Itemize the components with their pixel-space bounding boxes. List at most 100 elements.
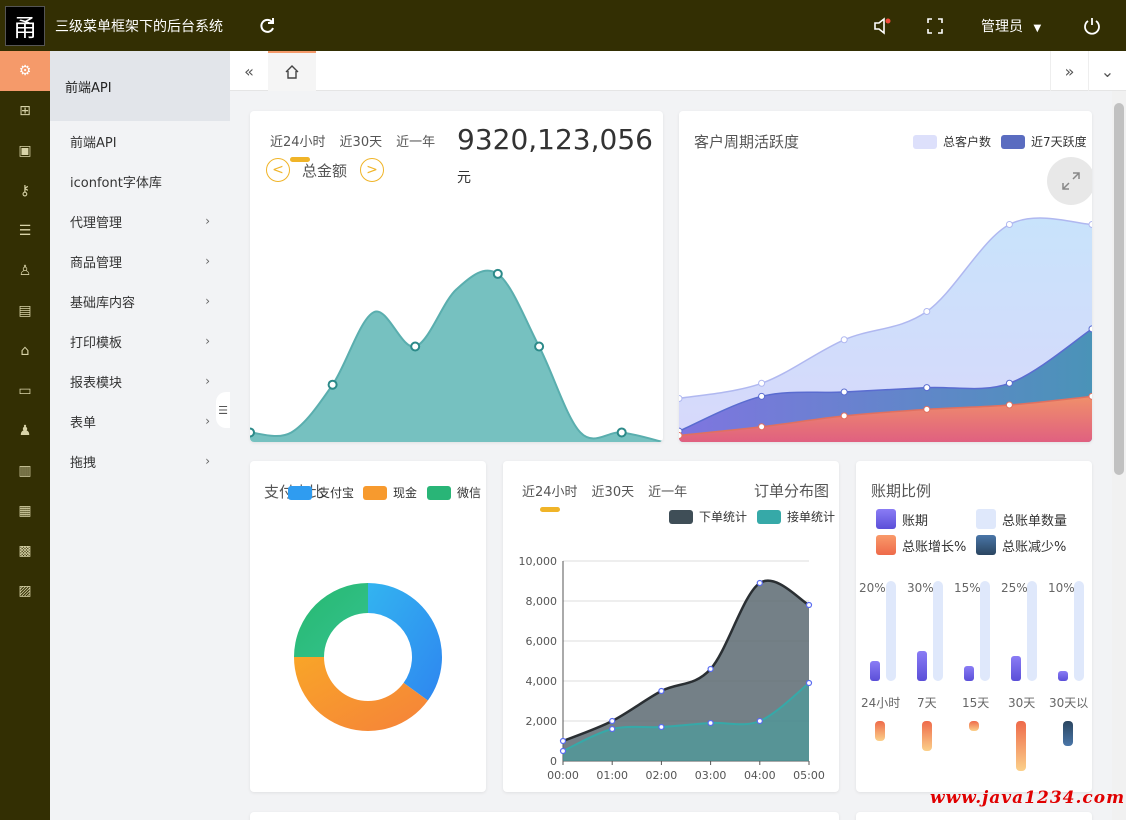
period-label: 24小时 — [861, 696, 901, 710]
menu-item-label: 打印模板 — [70, 335, 123, 351]
percent-label: 15% — [954, 581, 981, 595]
menu-item[interactable]: 前端API — [50, 121, 230, 161]
total-amount-value: 9320,123,056 元 — [457, 123, 663, 189]
order-distribution-card: 近24小时 近30天 近一年 订单分布图 下单统计 接单统计 0 2,000 4,0… — [503, 461, 839, 792]
y-tick-label: 10,000 — [519, 555, 558, 568]
people-icon[interactable]: ♟ — [18, 423, 32, 439]
donut-slice — [368, 583, 442, 701]
speaker-icon[interactable] — [870, 14, 894, 38]
legend-alipay[interactable]: 支付宝 — [288, 484, 354, 501]
customer-activity-card: 客户周期活跃度 总客户数 近7天跃度 — [679, 111, 1092, 442]
bottom-card-left — [250, 812, 839, 820]
bank-icon[interactable]: ⌂ — [20, 343, 30, 359]
activity-line — [679, 395, 1092, 437]
chevron-right-icon: › — [205, 374, 210, 388]
activity-point — [679, 431, 683, 439]
amount-point — [534, 341, 545, 352]
document-icon[interactable]: ▤ — [18, 303, 32, 319]
tab-30d[interactable]: 近30天 — [591, 485, 635, 500]
tabs-scroll-right-icon[interactable]: » — [1050, 51, 1088, 91]
chevron-right-icon: › — [205, 294, 210, 308]
menu-item[interactable]: iconfont字体库 — [50, 161, 230, 201]
period-label: 30天 — [1008, 696, 1036, 710]
legend-swatch — [976, 509, 996, 529]
y-tick-label: 2,000 — [526, 715, 558, 728]
legend-cash[interactable]: 现金 — [363, 484, 417, 501]
legend-7day-activity[interactable]: 近7天跃度 — [1001, 133, 1087, 150]
menu-item[interactable]: 拖拽 › — [50, 441, 230, 481]
report-icon[interactable]: ▨ — [18, 583, 32, 599]
expand-icon[interactable] — [1047, 157, 1092, 205]
menu-item[interactable]: 打印模板 › — [50, 321, 230, 361]
period-label: 30天以 — [1049, 696, 1089, 710]
activity-point — [923, 308, 931, 315]
scrollbar-thumb[interactable] — [1114, 103, 1124, 475]
key-icon[interactable]: ⚷ — [19, 183, 31, 199]
y-tick-label: 4,000 — [526, 675, 558, 688]
menu-item[interactable]: 商品管理 › — [50, 241, 230, 281]
legend-decrease[interactable]: 总账减少% — [976, 535, 1066, 555]
collapse-menu-icon[interactable]: ☰ — [216, 392, 230, 428]
chart-icon[interactable]: ▦ — [18, 503, 32, 519]
gear-icon[interactable]: ⚙ — [0, 51, 50, 91]
activity-point — [1005, 401, 1013, 409]
order-point — [658, 687, 665, 695]
icon-sidebar: ⚙ ⊞ ▣ ⚷ ☰ ♙ ▤ ⌂ ▭ ♟ ▥ ▦ ▩ ▨ — [0, 51, 50, 820]
activity-point — [1005, 221, 1013, 228]
activity-point — [758, 423, 766, 431]
tab-bar: « » ⌄ — [230, 51, 1126, 91]
order-point — [609, 725, 616, 733]
store-icon[interactable]: ▩ — [18, 543, 32, 559]
tab-1y[interactable]: 近一年 — [648, 485, 688, 500]
fullscreen-icon[interactable] — [923, 14, 947, 38]
power-icon[interactable] — [1080, 14, 1104, 38]
prev-icon[interactable]: < — [266, 158, 290, 182]
menu-item[interactable]: 表单 › — [50, 401, 230, 441]
tab-24h[interactable]: 近24小时 — [270, 135, 326, 150]
decrease-bar — [1063, 721, 1073, 746]
menu-item[interactable]: 报表模块 › — [50, 361, 230, 401]
tab-1y[interactable]: 近一年 — [396, 135, 436, 150]
total-bills-bar — [1074, 581, 1084, 681]
legend-orders-accepted[interactable]: 接单统计 — [757, 508, 835, 525]
watermark: www.java1234.com — [930, 788, 1126, 808]
wallet-icon[interactable]: ▭ — [18, 383, 32, 399]
legend-total-customers[interactable]: 总客户数 — [913, 133, 991, 150]
donut-slice — [294, 657, 428, 731]
legend-orders-placed[interactable]: 下单统计 — [669, 508, 747, 525]
legend-total-bills[interactable]: 总账单数量 — [976, 509, 1067, 529]
tabs-scroll-left-icon[interactable]: « — [244, 61, 254, 81]
contact-icon[interactable]: ▣ — [18, 143, 32, 159]
page-scrollbar[interactable] — [1112, 91, 1126, 820]
legend-wechat[interactable]: 微信 — [427, 484, 481, 501]
amount-point — [616, 427, 627, 438]
amount-point — [492, 268, 503, 279]
tab-home[interactable] — [268, 51, 316, 91]
amount-line — [250, 269, 663, 442]
menu-item-label: 拖拽 — [70, 455, 97, 471]
tab-24h[interactable]: 近24小时 — [522, 485, 578, 500]
legend-growth[interactable]: 总账增长% — [876, 535, 966, 555]
tabs-dropdown-icon[interactable]: ⌄ — [1088, 51, 1126, 91]
billing-period-bar — [1058, 671, 1068, 681]
bottom-card-right — [856, 812, 1092, 820]
chevron-right-icon: › — [205, 454, 210, 468]
active-tab-indicator — [540, 507, 560, 512]
tab-30d[interactable]: 近30天 — [339, 135, 383, 150]
layers-icon[interactable]: ☰ — [18, 223, 32, 239]
amount-unit: 元 — [457, 170, 471, 186]
inbox-icon[interactable]: ▥ — [18, 463, 32, 479]
user-icon[interactable]: ♙ — [18, 263, 32, 279]
menu-item[interactable]: 代理管理 › — [50, 201, 230, 241]
x-tick-label: 04:00 — [744, 769, 776, 782]
activity-point — [923, 405, 931, 413]
legend-swatch — [1001, 134, 1025, 149]
legend-billing-period[interactable]: 账期 — [876, 509, 928, 529]
next-icon[interactable]: > — [360, 158, 384, 182]
refresh-icon[interactable] — [255, 14, 279, 38]
user-menu[interactable]: 管理员 ▼ — [981, 16, 1041, 36]
activity-area — [679, 218, 1092, 442]
sitemap-icon[interactable]: ⊞ — [19, 103, 31, 119]
percent-label: 30% — [907, 581, 934, 595]
menu-item[interactable]: 基础库内容 › — [50, 281, 230, 321]
